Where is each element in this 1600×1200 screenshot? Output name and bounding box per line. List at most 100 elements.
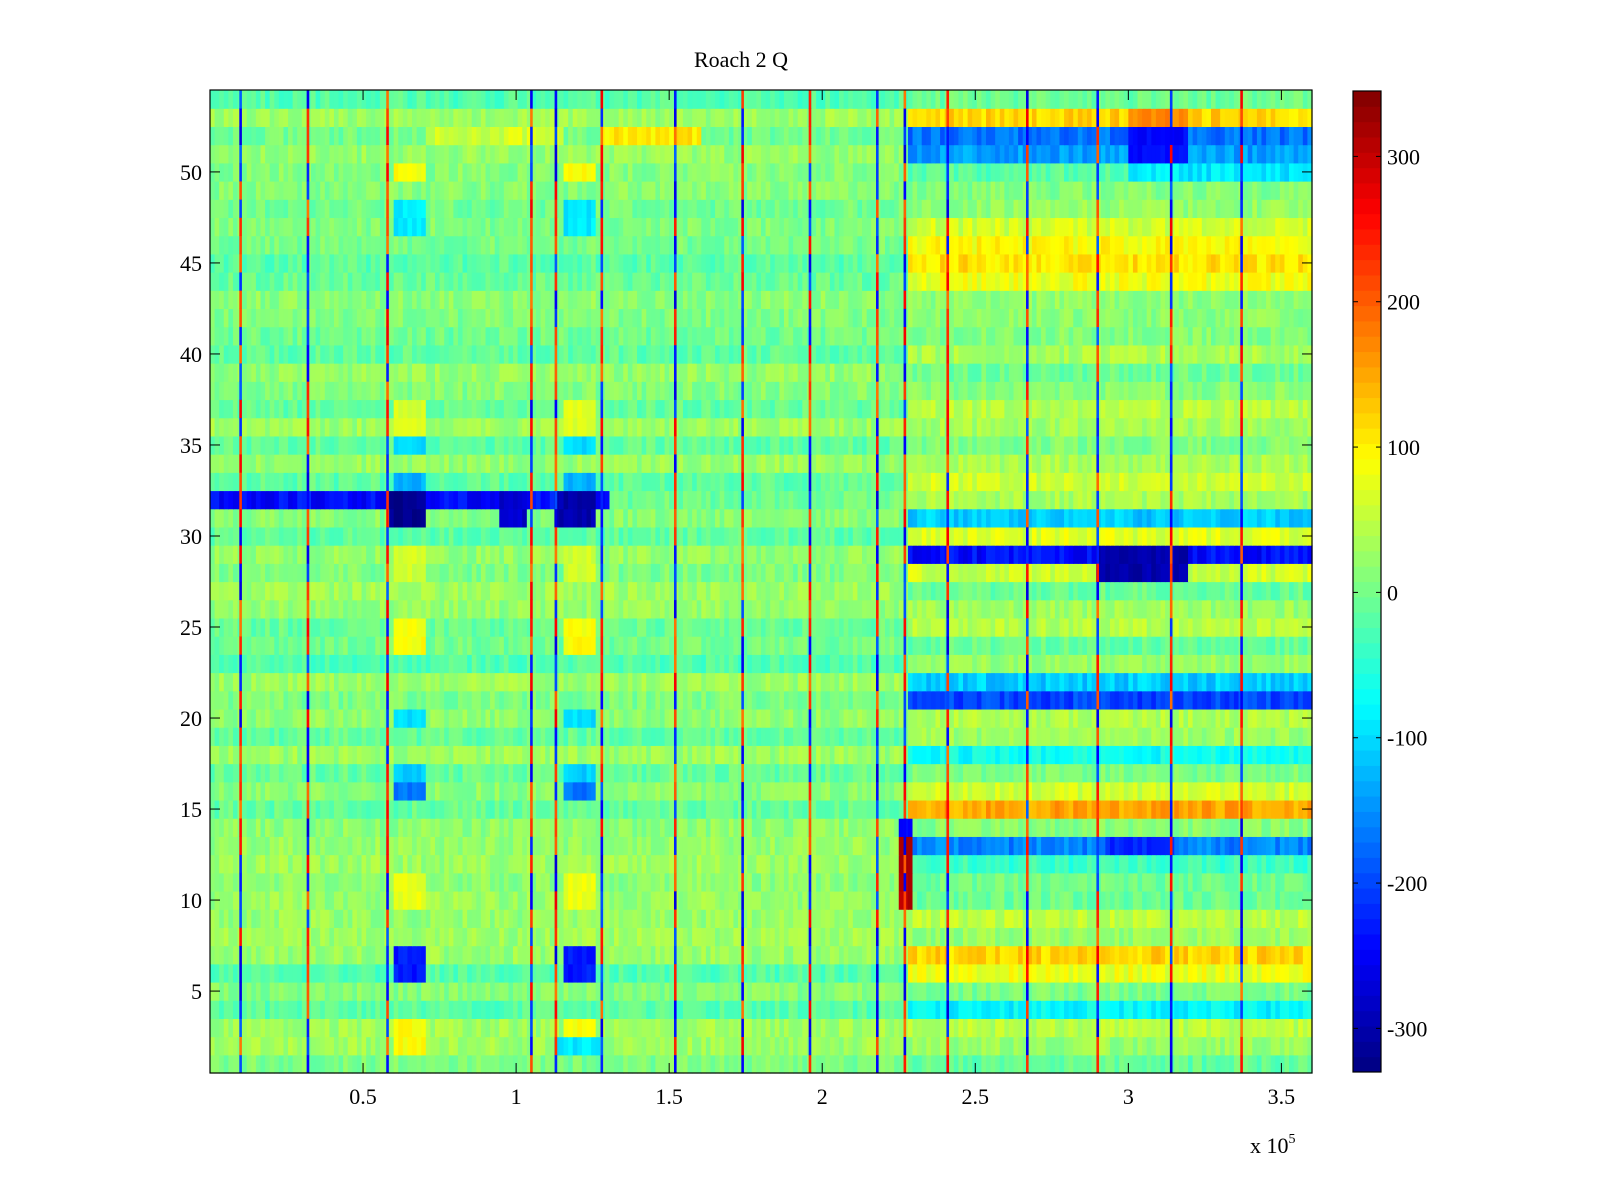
heatmap-cell xyxy=(1201,927,1207,947)
heatmap-cell xyxy=(1041,1018,1047,1038)
heatmap-cell xyxy=(1261,818,1267,837)
heatmap-cell xyxy=(1229,854,1235,874)
heatmap-cell xyxy=(356,890,363,910)
heatmap-cell xyxy=(1256,945,1263,965)
heatmap-cell xyxy=(430,963,436,983)
heatmap-cell xyxy=(687,818,693,837)
heatmap-cell xyxy=(1041,1054,1047,1074)
heatmap-cell xyxy=(797,1054,803,1074)
heatmap-cell xyxy=(774,890,780,910)
heatmap-cell xyxy=(779,708,785,728)
heatmap-cell xyxy=(485,763,491,783)
heatmap-cell xyxy=(563,872,569,892)
heatmap-cell xyxy=(852,872,859,892)
heatmap-cell xyxy=(1022,727,1028,746)
heatmap-cell xyxy=(889,963,895,983)
heatmap-cell xyxy=(793,799,799,819)
heatmap-cell xyxy=(1064,745,1070,765)
heatmap-cell xyxy=(522,1036,528,1056)
heatmap-cell xyxy=(797,745,803,765)
heatmap-cell xyxy=(1013,872,1019,892)
heatmap-cell xyxy=(972,781,978,801)
heatmap-cell xyxy=(536,909,542,928)
heatmap-cell xyxy=(297,872,303,892)
heatmap-cell xyxy=(770,727,776,746)
heatmap-cell xyxy=(1123,1054,1129,1074)
heatmap-cell xyxy=(444,781,450,801)
heatmap-cell xyxy=(412,763,418,783)
heatmap-cell xyxy=(407,708,413,728)
heatmap-cell xyxy=(508,890,514,910)
heatmap-cell xyxy=(825,818,831,837)
heatmap-cell xyxy=(701,745,707,765)
heatmap-cell xyxy=(1210,708,1217,728)
heatmap-cell xyxy=(1064,945,1070,965)
heatmap-cell xyxy=(917,1018,923,1038)
heatmap-cell xyxy=(251,763,257,783)
heatmap-cell xyxy=(1091,1054,1097,1074)
heatmap-cell xyxy=(581,945,588,965)
heatmap-cell xyxy=(549,1018,555,1038)
heatmap-cell xyxy=(797,963,803,983)
heatmap-cell xyxy=(609,708,615,728)
heatmap-cell xyxy=(701,708,707,728)
heatmap-cell xyxy=(591,708,597,728)
heatmap-cell xyxy=(453,927,459,947)
heatmap-cell xyxy=(421,981,427,1001)
heatmap-cell xyxy=(288,799,294,819)
heatmap-cell xyxy=(774,836,780,856)
heatmap-cell xyxy=(1270,1054,1276,1074)
heatmap-cell xyxy=(1298,1000,1304,1019)
heatmap-cell xyxy=(779,1036,785,1056)
heatmap-cell xyxy=(448,981,454,1001)
heatmap-cell xyxy=(503,854,510,874)
heatmap-cell xyxy=(715,1018,721,1038)
heatmap-cell xyxy=(453,799,459,819)
heatmap-cell xyxy=(655,981,661,1001)
heatmap-cell xyxy=(715,872,721,892)
heatmap-cell xyxy=(1077,763,1084,783)
heatmap-cell xyxy=(1077,708,1084,728)
heatmap-cell xyxy=(848,745,854,765)
heatmap-cell xyxy=(1197,818,1203,837)
heatmap-cell xyxy=(430,927,436,947)
heatmap-cell xyxy=(1275,836,1281,856)
heatmap-cell xyxy=(857,745,863,765)
heatmap-cell xyxy=(246,909,252,928)
heatmap-cell xyxy=(710,708,716,728)
heatmap-cell xyxy=(1128,745,1134,765)
heatmap-cell xyxy=(366,836,372,856)
heatmap-cell xyxy=(917,727,923,746)
heatmap-cell xyxy=(733,690,739,710)
heatmap-cell xyxy=(1206,799,1212,819)
heatmap-cell xyxy=(967,708,973,728)
heatmap-cell xyxy=(1279,1036,1286,1056)
heatmap-cell xyxy=(301,799,308,819)
heatmap-cell xyxy=(829,872,836,892)
heatmap-cell xyxy=(301,1018,308,1038)
heatmap-cell xyxy=(1045,1036,1051,1056)
heatmap-cell xyxy=(210,818,216,837)
heatmap-cell xyxy=(756,872,762,892)
heatmap-cell xyxy=(228,963,234,983)
heatmap-cell xyxy=(274,927,280,947)
heatmap-cell xyxy=(692,708,698,728)
heatmap-cell xyxy=(1031,909,1038,928)
heatmap-cell xyxy=(1307,963,1313,983)
heatmap-cell xyxy=(811,763,817,783)
heatmap-cell xyxy=(274,981,280,1001)
heatmap-cell xyxy=(1270,727,1276,746)
heatmap-cell xyxy=(1275,981,1281,1001)
heatmap-cell xyxy=(347,945,353,965)
heatmap-cell xyxy=(871,854,877,874)
heatmap-cell xyxy=(843,872,849,892)
heatmap-cell xyxy=(1266,708,1272,728)
heatmap-cell xyxy=(444,981,450,1001)
heatmap-cell xyxy=(1077,963,1084,983)
heatmap-cell xyxy=(1289,909,1295,928)
heatmap-cell xyxy=(1077,890,1084,910)
heatmap-cell xyxy=(926,1000,932,1019)
heatmap-cell xyxy=(448,745,454,765)
heatmap-cell xyxy=(251,945,257,965)
heatmap-cell xyxy=(1087,890,1093,910)
